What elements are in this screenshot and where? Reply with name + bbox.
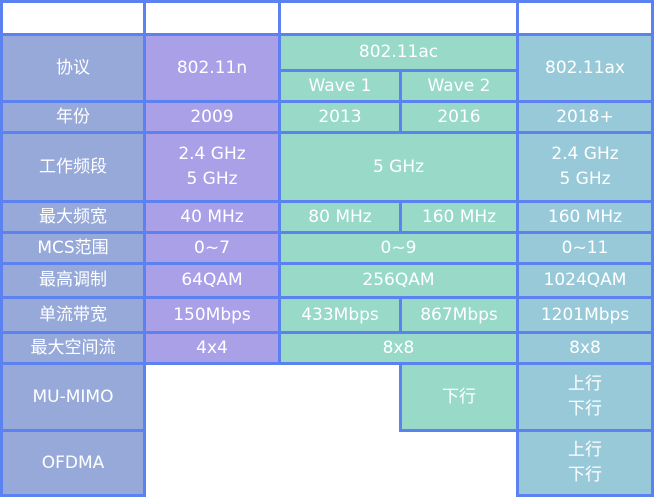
cell-wave2: 867Mbps — [399, 296, 519, 334]
cell-ax: 160 MHz — [516, 200, 654, 234]
row-label: 工作频段 — [0, 131, 146, 203]
cell-ax: 1024QAM — [516, 262, 654, 299]
row-label: 最高调制 — [0, 262, 146, 299]
blank-header-cell — [0, 0, 146, 36]
cell-ax: 上行 下行 — [516, 362, 654, 432]
cell-ax: 1201Mbps — [516, 296, 654, 334]
cell-ax: 2.4 GHz 5 GHz — [516, 131, 654, 203]
cell-ac: 8x8 — [278, 331, 519, 365]
cell-ac: 5 GHz — [278, 131, 519, 203]
cell-wave1: 80 MHz — [278, 200, 402, 234]
row-label-protocol: 协议 — [0, 33, 146, 103]
cell-ax: 8x8 — [516, 331, 654, 365]
cell-ac: 0~9 — [278, 231, 519, 265]
cell-wave2: 下行 — [399, 362, 519, 432]
header-wave2: Wave 2 — [399, 69, 519, 103]
blank-header-cell — [143, 0, 281, 36]
cell-ac: 256QAM — [278, 262, 519, 299]
cell-ax: 0~11 — [516, 231, 654, 265]
row-label: 最大频宽 — [0, 200, 146, 234]
cell-wave2: 160 MHz — [399, 200, 519, 234]
cell-wave2: 2016 — [399, 100, 519, 134]
header-80211n: 802.11n — [143, 33, 281, 103]
header-80211ac: 802.11ac — [278, 33, 519, 72]
header-80211ax: 802.11ax — [516, 33, 654, 103]
cell-wave1: 433Mbps — [278, 296, 402, 334]
blank-header-cell — [516, 0, 654, 36]
cell-n: 0~7 — [143, 231, 281, 265]
cell-n: 40 MHz — [143, 200, 281, 234]
row-label: 单流带宽 — [0, 296, 146, 334]
row-label: MU-MIMO — [0, 362, 146, 432]
row-label: 年份 — [0, 100, 146, 134]
cell-n: 150Mbps — [143, 296, 281, 334]
cell-ax: 2018+ — [516, 100, 654, 134]
blank-header-cell — [278, 0, 519, 36]
row-label: MCS范围 — [0, 231, 146, 265]
row-label: 最大空间流 — [0, 331, 146, 365]
cell-ax: 上行 下行 — [516, 429, 654, 497]
cell-wave1: 2013 — [278, 100, 402, 134]
cell-n: 64QAM — [143, 262, 281, 299]
cell-n: 4x4 — [143, 331, 281, 365]
cell-n: 2009 — [143, 100, 281, 134]
row-label: OFDMA — [0, 429, 146, 497]
cell-n: 2.4 GHz 5 GHz — [143, 131, 281, 203]
header-wave1: Wave 1 — [278, 69, 402, 103]
